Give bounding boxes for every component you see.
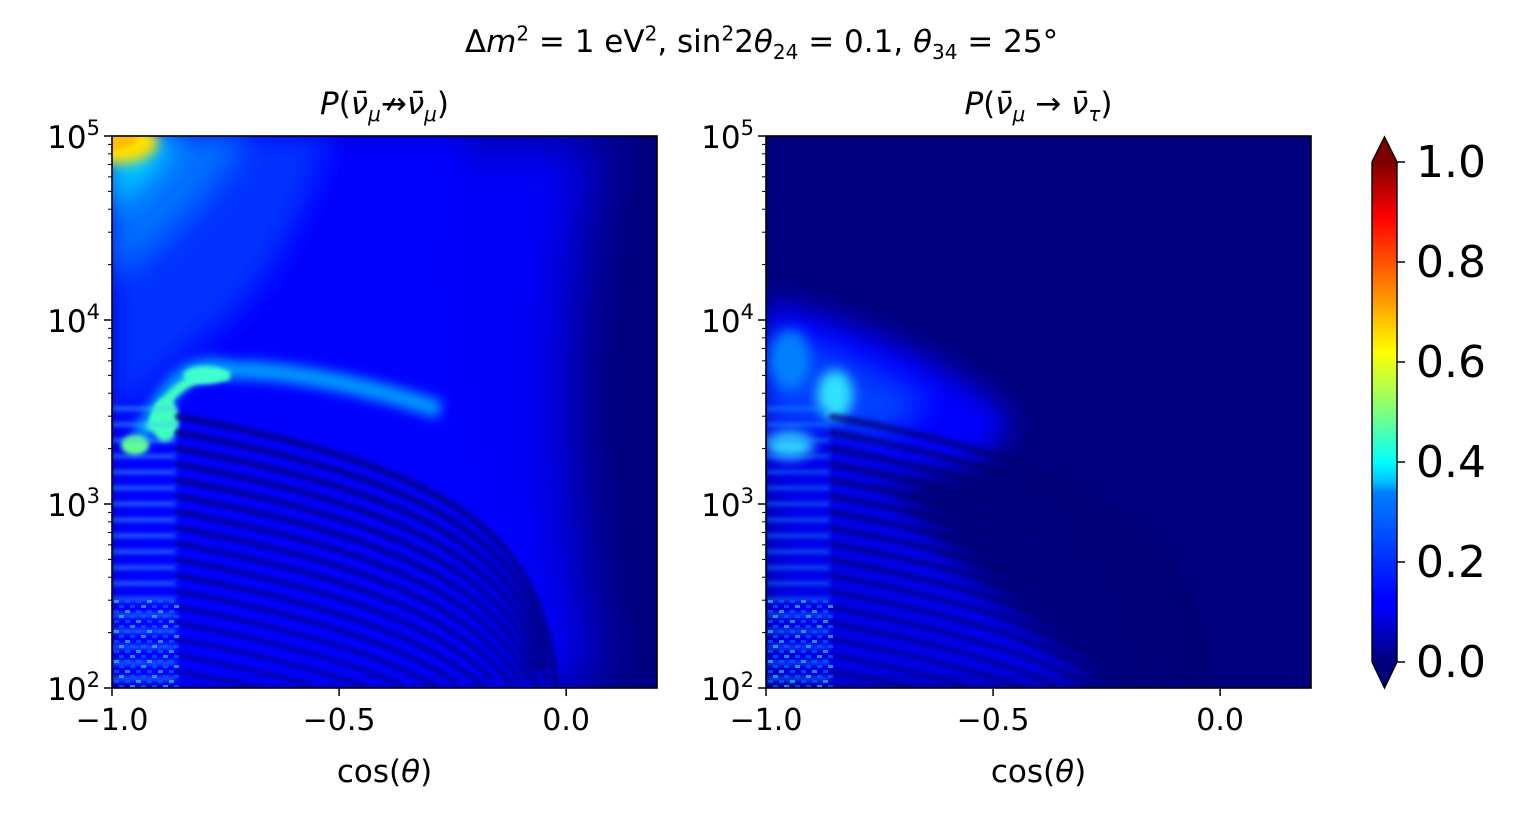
colorbar-gradient [1372, 162, 1397, 662]
left-ytick-label: 105 [47, 116, 100, 156]
right-axes-frame [765, 135, 1312, 689]
right-ytick-label: 105 [701, 116, 754, 156]
colorbar-tick-label: 0.0 [1416, 637, 1486, 688]
colorbar: 0.0 0.2 0.4 0.6 0.8 1.0 [1371, 135, 1486, 690]
colorbar-tick-label: 0.8 [1416, 237, 1486, 288]
colorbar-tick-label: 0.2 [1416, 537, 1486, 588]
figure-suptitle: Δm2 = 1 eV2, sin22θ24 = 0.1, θ34 = 25° [464, 22, 1059, 65]
left-panel-title: P(ν̄μ↛ν̄μ) [319, 86, 450, 127]
right-heatmap [766, 136, 1311, 688]
colorbar-over-arrow [1372, 137, 1397, 162]
right-xlabel: cos(θ) [991, 754, 1086, 790]
left-ytick-label: 104 [47, 300, 100, 340]
right-panel-title: P(ν̄μ → ν̄τ) [964, 86, 1113, 127]
right-ytick-label: 102 [701, 668, 754, 708]
colorbar-tick-label: 0.6 [1416, 337, 1486, 388]
right-xtick-label: 0.0 [1196, 703, 1244, 738]
left-axes: −1.0 −0.5 0.0 cos(θ) 102 103 104 105 [47, 116, 590, 790]
right-xtick-label: −1.0 [730, 703, 803, 738]
left-ytick-label: 103 [47, 484, 100, 524]
colorbar-tick-label: 0.4 [1416, 437, 1486, 488]
left-xtick-label: −1.0 [76, 703, 149, 738]
right-axes: −1.0 −0.5 0.0 cos(θ) 102 103 104 105 [701, 116, 1244, 790]
right-xtick-label: −0.5 [957, 703, 1030, 738]
left-xtick-label: 0.0 [542, 703, 590, 738]
left-xlabel: cos(θ) [337, 754, 432, 790]
left-axes-frame [111, 135, 658, 689]
left-xtick-label: −0.5 [303, 703, 376, 738]
colorbar-under-arrow [1372, 662, 1397, 688]
right-ytick-label: 104 [701, 300, 754, 340]
right-ytick-label: 103 [701, 484, 754, 524]
left-ytick-label: 102 [47, 668, 100, 708]
colorbar-tick-label: 1.0 [1416, 137, 1486, 188]
left-heatmap [112, 136, 657, 688]
